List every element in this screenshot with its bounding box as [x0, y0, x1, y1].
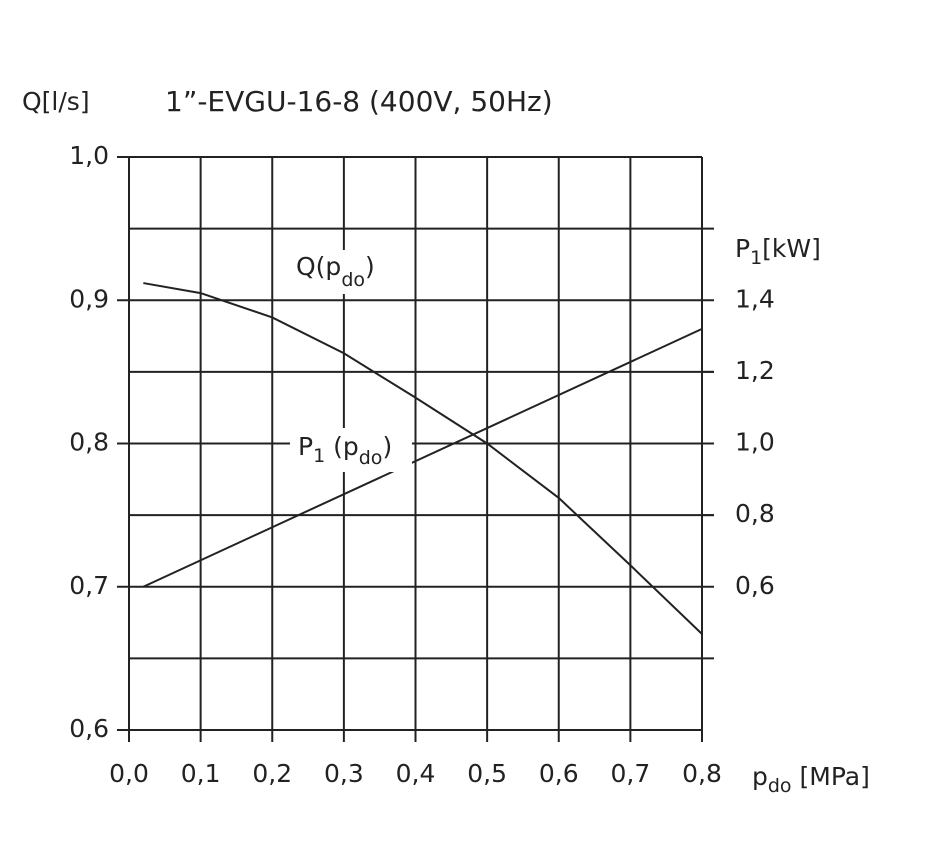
series-line: [143, 282, 703, 635]
y-tick-label: 1,0: [69, 141, 109, 170]
label-sub: 1: [750, 247, 762, 269]
label-part: ): [382, 432, 392, 461]
label-sub: do: [359, 447, 383, 469]
y2-tick-label: 1,4: [735, 284, 775, 313]
y-tick-label: 0,7: [69, 571, 109, 600]
label-part: ): [365, 252, 375, 281]
y2-tick-label: 1,0: [735, 428, 775, 457]
x-tick-label: 0,2: [252, 759, 292, 788]
label-part: [kW]: [762, 234, 821, 263]
y-axis-label: Q[l/s]: [22, 87, 90, 116]
y2-tick-label: 1,2: [735, 356, 775, 385]
chart-title: 1”-EVGU-16-8 (400V, 50Hz): [165, 85, 553, 118]
x-tick-label: 0,8: [682, 759, 722, 788]
y2-tick-label: 0,6: [735, 571, 775, 600]
x-tick-label: 0,6: [539, 759, 579, 788]
x-tick-label: 0,3: [324, 759, 364, 788]
label-part: p: [752, 762, 768, 791]
x-tick-label: 0,4: [396, 759, 436, 788]
y-tick-label: 0,9: [69, 284, 109, 313]
x-axis-label: pdo [MPa]: [752, 762, 870, 797]
y2-axis-label: P1[kW]: [735, 234, 821, 269]
legend-label: Q(pdo): [296, 252, 375, 291]
label-part: P: [298, 432, 313, 461]
label-bg: [284, 250, 394, 294]
label-part: Q(p: [296, 252, 341, 281]
label-part: [MPa]: [792, 762, 870, 791]
label-part: (p: [325, 432, 359, 461]
x-tick-label: 0,0: [109, 759, 149, 788]
label-sub: 1: [313, 445, 325, 467]
label-part: P: [735, 234, 750, 263]
label-sub: do: [768, 775, 792, 797]
legend-label: P1 (pdo): [298, 432, 392, 469]
x-tick-label: 0,5: [467, 759, 507, 788]
y-tick-label: 0,8: [69, 428, 109, 457]
x-tick-label: 0,1: [181, 759, 221, 788]
label-sub: do: [341, 269, 365, 291]
x-tick-label: 0,7: [610, 759, 650, 788]
y-tick-label: 0,6: [69, 714, 109, 743]
y2-tick-label: 0,8: [735, 499, 775, 528]
label-bg: [290, 428, 412, 472]
series-line: [142, 327, 703, 588]
